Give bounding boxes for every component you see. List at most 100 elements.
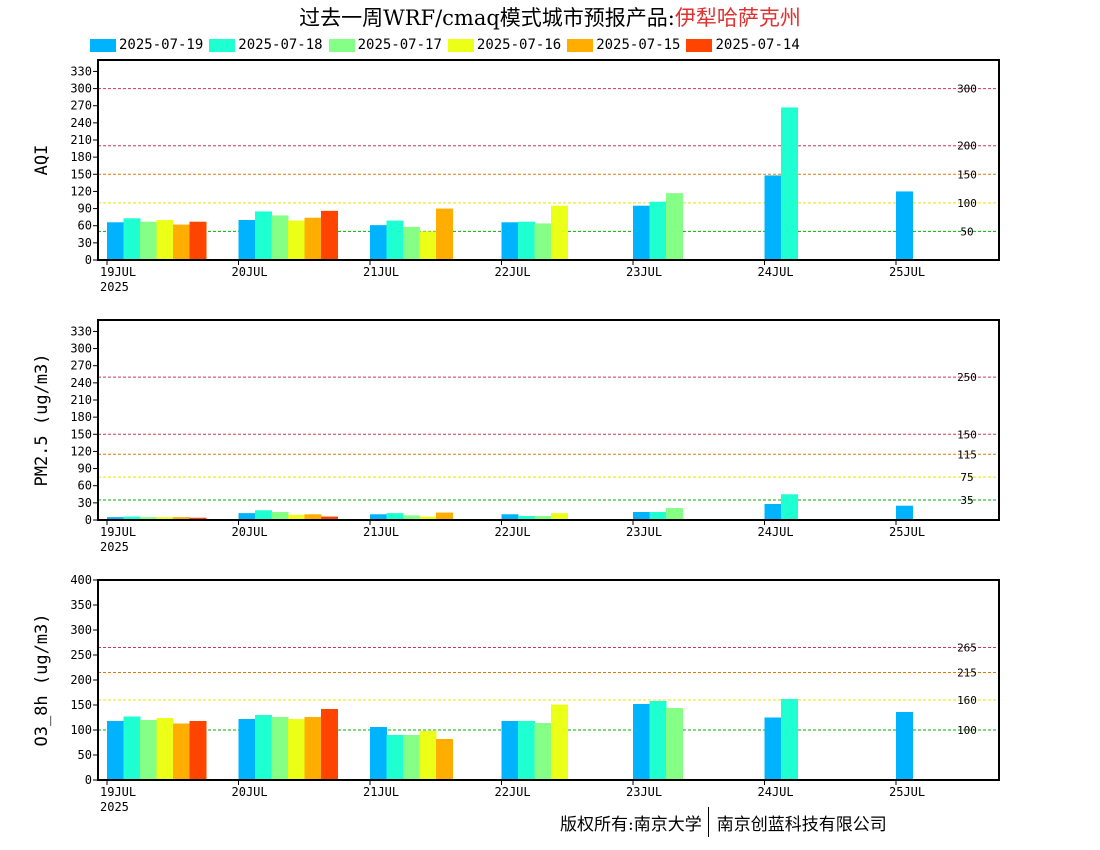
bar xyxy=(271,215,289,260)
bar xyxy=(189,721,207,780)
bar xyxy=(501,222,519,260)
bar xyxy=(386,735,404,780)
bar xyxy=(123,516,141,520)
y-tick-label: 330 xyxy=(70,324,92,338)
bar xyxy=(666,708,683,780)
bar xyxy=(403,735,420,780)
y-tick-label: 60 xyxy=(78,479,92,493)
legend-item: 2025-07-19 xyxy=(90,36,203,54)
legend-item: 2025-07-16 xyxy=(447,36,562,54)
bar xyxy=(288,514,305,520)
y-tick-label: 30 xyxy=(78,236,92,250)
copyright-right: 南京创蓝科技有限公司 xyxy=(716,814,887,835)
y-tick-label: 90 xyxy=(78,202,92,216)
threshold-label: 75 xyxy=(960,471,973,484)
bar xyxy=(436,512,453,520)
bar xyxy=(649,512,667,520)
plot-frame xyxy=(97,59,1000,261)
y-tick-label: 150 xyxy=(70,698,92,712)
y-axis-label: PM2.5 (ug/m3) xyxy=(32,353,52,486)
bar xyxy=(436,739,453,780)
x-tick-label: 24JUL xyxy=(758,785,794,799)
legend-label: 2025-07-19 xyxy=(119,37,204,53)
legend-item: 2025-07-17 xyxy=(328,36,442,54)
x-year-label: 2025 xyxy=(100,800,129,814)
y-tick-label: 100 xyxy=(70,723,92,737)
x-tick-label: 19JUL xyxy=(100,265,136,279)
bar xyxy=(304,717,322,780)
bar xyxy=(321,516,338,520)
y-tick-label: 210 xyxy=(70,133,92,147)
bar xyxy=(551,513,568,520)
title-city: 伊犁哈萨克州 xyxy=(674,6,801,30)
bar xyxy=(649,201,667,260)
x-tick-label: 20JUL xyxy=(232,265,268,279)
y-tick-label: 0 xyxy=(85,513,92,527)
bar xyxy=(370,225,387,260)
bar xyxy=(255,510,272,520)
bar xyxy=(173,517,190,520)
threshold-label: 35 xyxy=(960,494,973,507)
x-tick-label: 21JUL xyxy=(363,265,399,279)
bar xyxy=(156,718,174,780)
bar xyxy=(107,517,124,520)
bar xyxy=(238,513,256,520)
x-year-label: 2025 xyxy=(100,280,129,294)
x-tick-label: 21JUL xyxy=(363,785,399,799)
copyright-divider xyxy=(707,807,709,837)
y-tick-label: 250 xyxy=(70,648,92,662)
y-tick-label: 30 xyxy=(78,496,92,510)
copyright-left: 版权所有:南京大学 xyxy=(560,814,702,835)
y-axis-label: O3_8h (ug/m3) xyxy=(32,613,52,746)
bar xyxy=(534,723,552,780)
x-tick-label: 22JUL xyxy=(495,525,531,539)
x-tick-label: 25JUL xyxy=(889,785,925,799)
y-tick-label: 240 xyxy=(70,116,92,130)
legend-label: 2025-07-15 xyxy=(596,37,681,53)
bar xyxy=(321,709,338,780)
bar xyxy=(173,723,190,780)
bar xyxy=(386,513,404,520)
bar xyxy=(156,220,174,260)
y-tick-label: 240 xyxy=(70,376,92,390)
x-tick-label: 24JUL xyxy=(758,265,794,279)
y-tick-label: 60 xyxy=(78,219,92,233)
bar xyxy=(123,716,141,780)
bar xyxy=(896,191,913,260)
y-tick-label: 300 xyxy=(70,82,92,96)
bar xyxy=(386,220,404,260)
y-tick-label: 120 xyxy=(70,184,92,198)
y-tick-label: 180 xyxy=(70,150,92,164)
bar xyxy=(781,107,798,260)
x-tick-label: 23JUL xyxy=(626,785,662,799)
bar xyxy=(156,517,174,520)
bar xyxy=(370,514,387,520)
bar xyxy=(781,494,798,520)
threshold-label: 300 xyxy=(957,83,977,96)
bar xyxy=(189,517,207,520)
x-tick-label: 23JUL xyxy=(626,265,662,279)
legend-swatch xyxy=(328,38,355,52)
bar xyxy=(781,699,798,780)
bar xyxy=(238,220,256,260)
threshold-label: 150 xyxy=(957,428,977,441)
legend-label: 2025-07-16 xyxy=(476,37,562,53)
y-tick-label: 270 xyxy=(70,99,92,113)
y-tick-label: 330 xyxy=(70,64,92,78)
bar xyxy=(896,505,913,520)
bar xyxy=(173,224,190,260)
bar xyxy=(666,508,683,520)
bar xyxy=(518,221,535,260)
y-tick-label: 350 xyxy=(70,598,92,612)
bar xyxy=(403,226,420,260)
bar xyxy=(238,719,256,780)
bar xyxy=(321,210,338,260)
threshold-label: 265 xyxy=(957,642,977,655)
copyright: 版权所有:南京大学 南京创蓝科技有限公司 xyxy=(560,806,887,838)
bar xyxy=(140,221,157,260)
legend: 2025-07-19 2025-07-18 2025-07-17 2025-07-16… xyxy=(90,36,806,54)
legend-swatch xyxy=(447,38,474,52)
bar xyxy=(764,504,782,520)
threshold-label: 115 xyxy=(957,448,977,461)
bar xyxy=(370,727,387,780)
